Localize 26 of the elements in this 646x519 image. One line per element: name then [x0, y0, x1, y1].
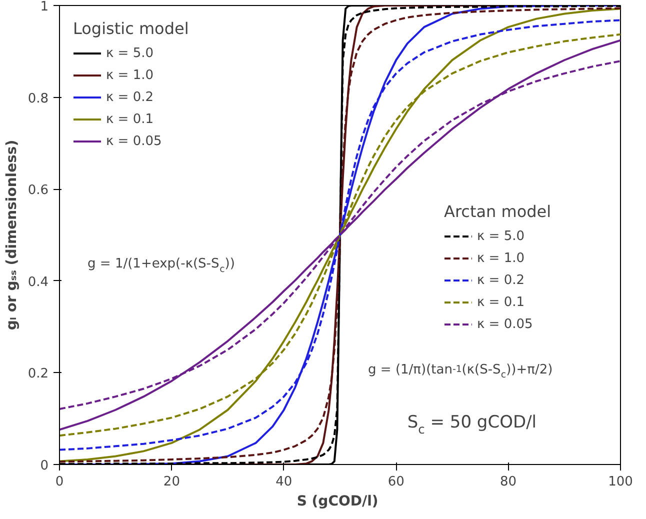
y-tick-label: 1	[40, 0, 49, 14]
y-tick-label: 0	[40, 458, 49, 474]
legend-label: κ = 0.1	[477, 294, 524, 310]
legend-label: κ = 0.2	[477, 272, 524, 288]
legend-label: κ = 0.1	[106, 112, 154, 126]
y-axis-title: gₗ or gₛₛ (dimensionless)	[4, 140, 20, 330]
y-tick-label: 0.8	[28, 91, 49, 106]
x-tick-label: 60	[388, 474, 404, 490]
legend-title: Logistic model	[73, 19, 189, 38]
x-tick-label: 100	[608, 474, 633, 490]
x-tick-label: 0	[55, 474, 64, 490]
legend-label: κ = 1.0	[106, 68, 154, 82]
x-tick-label: 80	[500, 474, 517, 490]
legend-label: κ = 0.05	[106, 134, 162, 148]
y-tick-label: 0.2	[28, 366, 49, 382]
legend-label: κ = 5.0	[477, 228, 524, 244]
legend-label: κ = 1.0	[477, 250, 524, 266]
legend-label: κ = 0.2	[106, 90, 154, 104]
x-axis-title: S (gCOD/l)	[296, 494, 378, 510]
annotation: Arctan model	[444, 202, 552, 221]
y-tick-label: 0.6	[28, 183, 49, 198]
x-tick-label: 40	[276, 474, 292, 490]
y-tick-label: 0.4	[28, 274, 49, 290]
legend-label: κ = 0.05	[477, 316, 533, 332]
legend-label: κ = 5.0	[106, 46, 154, 60]
x-tick-label: 20	[163, 474, 180, 490]
